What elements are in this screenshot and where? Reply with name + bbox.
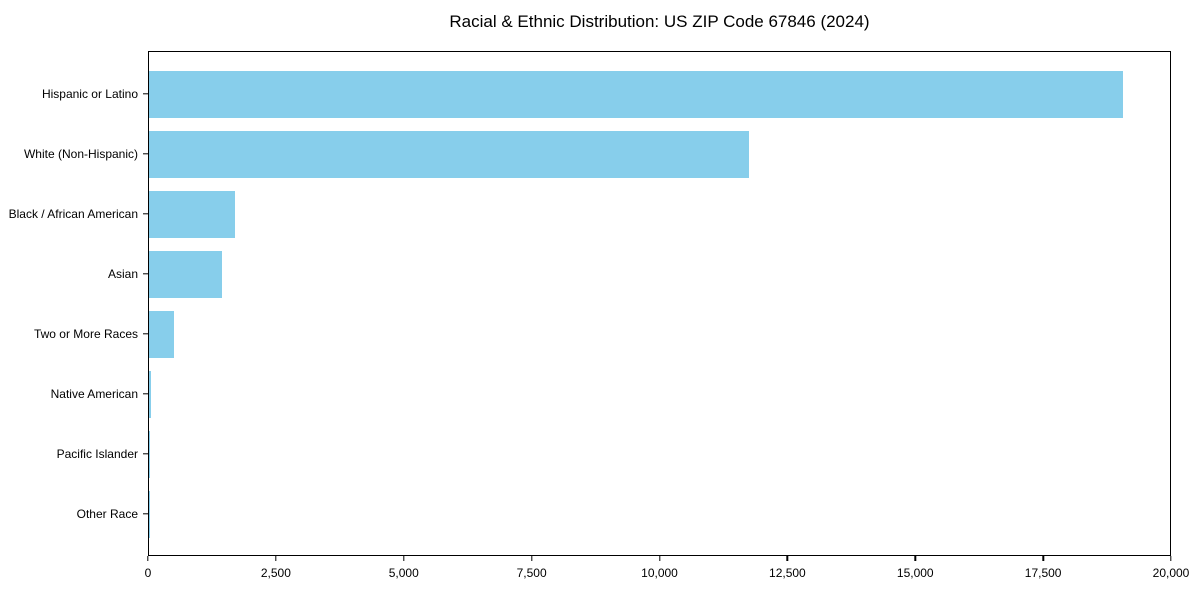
x-tick-label: 15,000 (896, 566, 934, 580)
y-tick-mark (143, 152, 148, 155)
bar (149, 191, 235, 238)
bar (149, 251, 223, 298)
x-tick-mark (1170, 556, 1172, 561)
x-tick-label: 0 (144, 566, 152, 580)
bar (149, 371, 152, 418)
x-tick-label: 2,500 (260, 566, 291, 580)
y-tick-mark (143, 272, 148, 275)
y-tick-label: Two or More Races (33, 326, 138, 341)
y-tick-mark (143, 512, 148, 515)
bar (149, 431, 151, 478)
x-tick-mark (786, 556, 789, 561)
x-tick-mark (914, 556, 916, 561)
x-tick-mark (403, 556, 405, 561)
x-tick-label: 7,500 (516, 566, 547, 580)
y-tick-mark (143, 392, 148, 395)
y-tick-mark (143, 452, 148, 455)
y-tick-mark (143, 212, 148, 215)
x-tick-mark (147, 556, 149, 561)
x-tick-label: 20,000 (1152, 566, 1190, 580)
bar (149, 131, 749, 178)
x-tick-mark (275, 556, 277, 561)
y-tick-label: Pacific Islander (56, 446, 138, 461)
x-tick-mark (1042, 556, 1044, 561)
bar (149, 491, 150, 538)
x-tick-mark (658, 556, 661, 561)
y-tick-mark (143, 92, 148, 95)
y-tick-label: Black / African American (8, 206, 138, 221)
x-tick-label: 17,500 (1024, 566, 1062, 580)
y-tick-label: Asian (107, 266, 138, 281)
chart-title: Racial & Ethnic Distribution: US ZIP Cod… (449, 12, 870, 31)
bar (149, 311, 175, 358)
x-tick-label: 10,000 (641, 566, 678, 580)
y-tick-label: Hispanic or Latino (41, 86, 138, 101)
x-tick-mark (530, 556, 533, 561)
y-tick-mark (143, 332, 148, 335)
x-tick-label: 5,000 (388, 566, 419, 580)
y-tick-label: Other Race (76, 506, 138, 521)
bar (149, 71, 1123, 118)
plot-area (148, 51, 1171, 556)
y-tick-label: White (Non-Hispanic) (23, 146, 138, 161)
y-tick-label: Native American (50, 386, 138, 401)
x-tick-label: 12,500 (769, 566, 806, 580)
